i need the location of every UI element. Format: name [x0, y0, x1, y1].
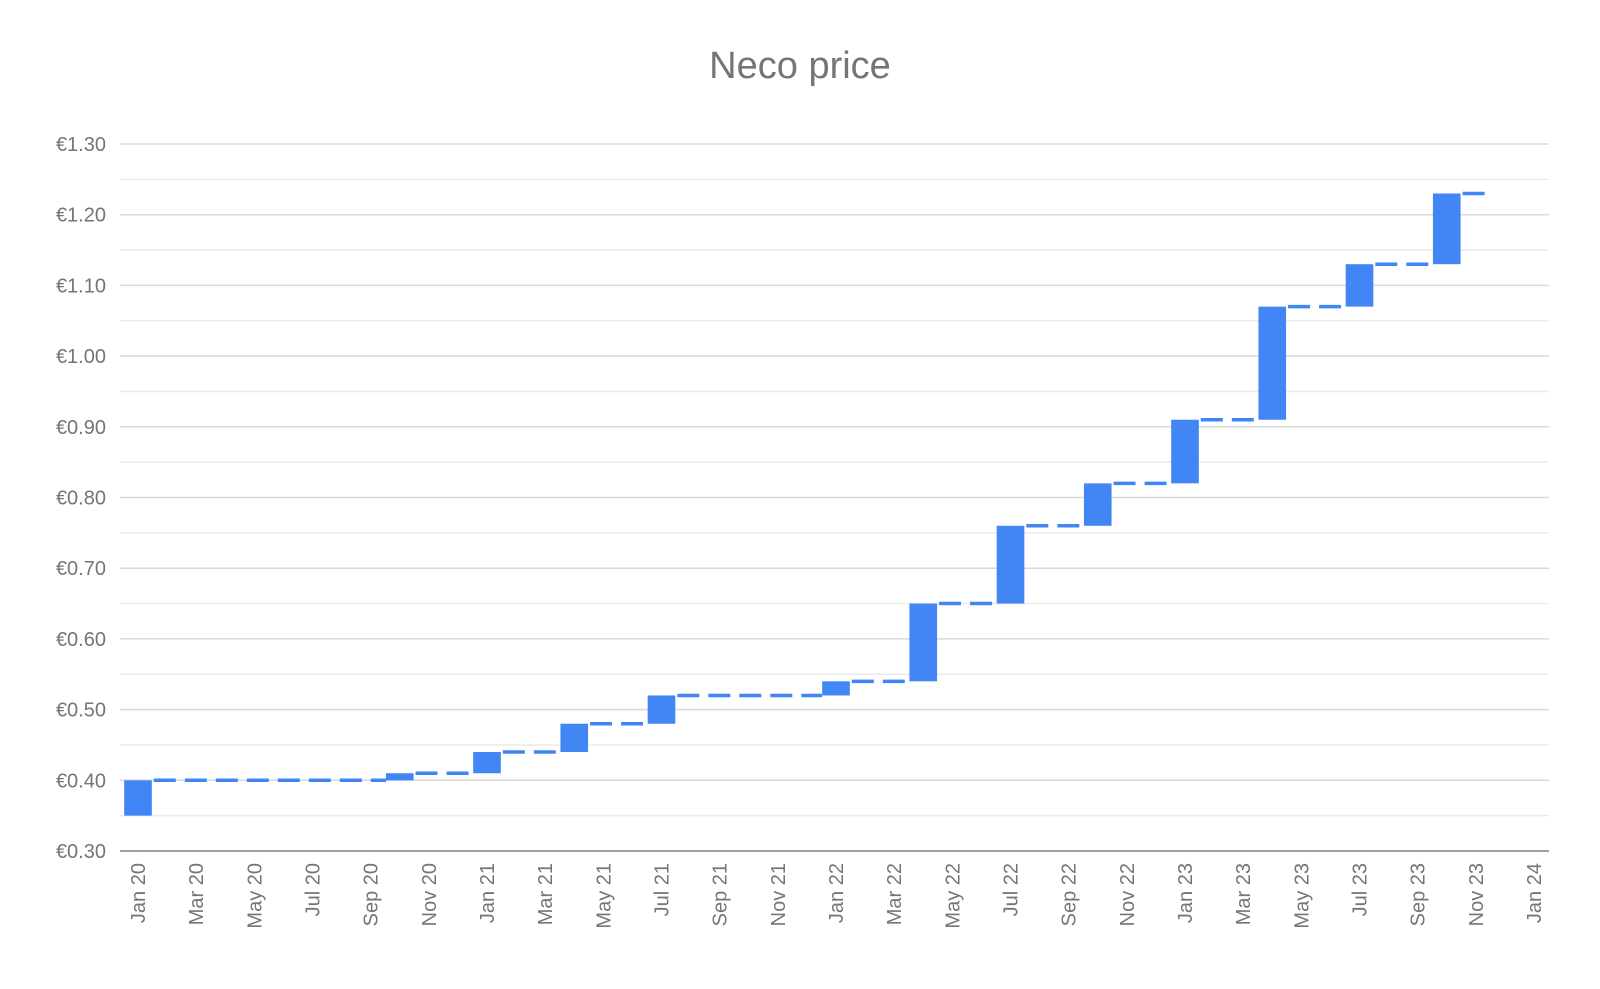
- x-tick-label: Sep 23: [1408, 863, 1430, 926]
- x-tick-label: Jan 24: [1524, 863, 1546, 923]
- y-tick-label: €0.90: [56, 417, 106, 439]
- x-tick-label: Nov 21: [768, 863, 790, 926]
- step-bar: [385, 773, 414, 781]
- x-tick-label: Sep 20: [361, 863, 383, 926]
- x-tick-label: Mar 23: [1233, 863, 1255, 925]
- step-bar: [560, 723, 589, 753]
- step-bar: [1083, 483, 1112, 526]
- x-tick-label: Sep 22: [1059, 863, 1081, 926]
- y-tick-label: €0.80: [56, 488, 106, 510]
- x-tick-label: May 21: [593, 863, 615, 929]
- x-tick-label: Jan 23: [1175, 863, 1197, 923]
- x-tick-label: Jan 22: [826, 863, 848, 923]
- y-tick-label: €0.70: [56, 558, 106, 580]
- y-tick-label: €1.00: [56, 346, 106, 368]
- step-bar: [1345, 264, 1374, 307]
- y-tick-label: €0.30: [56, 841, 106, 863]
- step-bar: [647, 695, 676, 724]
- step-bar: [996, 525, 1025, 604]
- x-tick-label: May 20: [244, 863, 266, 929]
- y-tick-label: €1.10: [56, 275, 106, 297]
- step-bar: [1432, 193, 1461, 265]
- step-bar: [822, 681, 850, 696]
- x-tick-label: Jul 23: [1350, 863, 1372, 916]
- step-bar: [124, 780, 152, 816]
- y-tick-label: €0.60: [56, 629, 106, 651]
- step-bar: [1171, 419, 1199, 484]
- step-bar: [1258, 306, 1287, 420]
- chart-title: Neco price: [709, 45, 891, 87]
- x-tick-label: Jan 21: [477, 863, 499, 923]
- x-tick-label: Sep 21: [710, 863, 732, 926]
- x-tick-label: May 22: [942, 863, 964, 929]
- x-tick-label: Nov 20: [419, 863, 441, 926]
- x-tick-label: Jul 21: [652, 863, 674, 916]
- x-tick-label: May 23: [1291, 863, 1313, 929]
- x-tick-label: Jul 20: [303, 863, 325, 916]
- x-tick-label: Jul 22: [1001, 863, 1023, 916]
- y-tick-label: €0.40: [56, 770, 106, 792]
- step-bar: [473, 752, 501, 774]
- y-tick-label: €0.50: [56, 700, 106, 722]
- step-bar: [909, 603, 938, 682]
- y-tick-label: €1.30: [56, 134, 106, 156]
- x-tick-label: Mar 20: [186, 863, 208, 925]
- x-tick-label: Mar 21: [535, 863, 557, 925]
- y-tick-label: €1.20: [56, 205, 106, 227]
- x-tick-label: Nov 22: [1117, 863, 1139, 926]
- x-tick-label: Nov 23: [1466, 863, 1488, 926]
- x-tick-label: Mar 22: [884, 863, 906, 925]
- x-tick-label: Jan 20: [128, 863, 150, 923]
